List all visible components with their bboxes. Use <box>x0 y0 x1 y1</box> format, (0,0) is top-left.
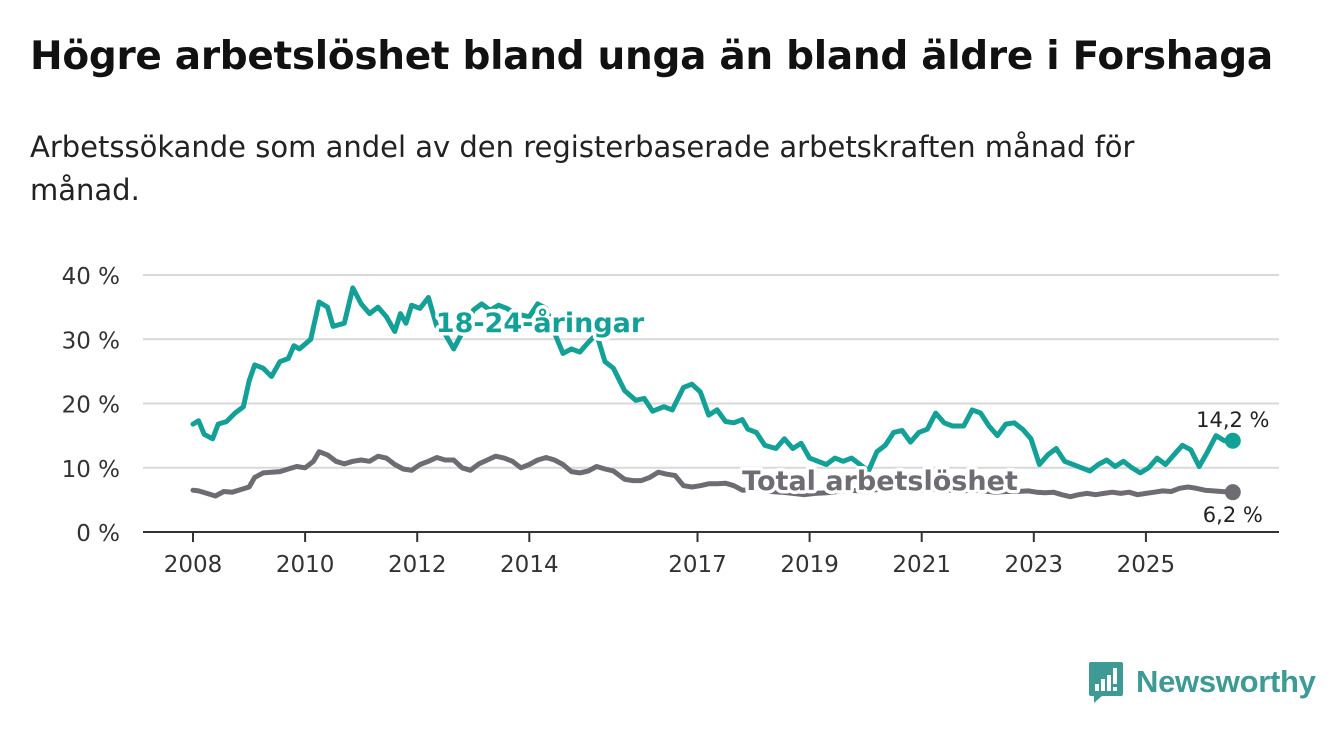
series-labels: 18-24-åringar Total arbetslöshet 14,2 % 6,2… <box>432 304 1272 530</box>
x-axis: 2008 2010 2012 2014 2017 2019 2021 2023 2025 <box>143 531 1279 578</box>
x-tick-label: 2023 <box>1005 552 1064 578</box>
youth-end-value-label: 14,2 % <box>1196 408 1269 432</box>
newsworthy-logo: Newsworthy <box>1088 660 1316 704</box>
y-axis-tick-labels: 0 % 10 % 20 % 30 % 40 % <box>62 264 120 547</box>
x-tick-label: 2025 <box>1117 552 1176 578</box>
y-tick-label: 20 % <box>62 393 120 419</box>
x-tick-label: 2010 <box>276 552 335 578</box>
chart-subtitle: Arbetssökande som andel av den registerb… <box>30 130 1135 207</box>
brand-name: Newsworthy <box>1136 664 1316 699</box>
total-series-label: Total arbetslöshet <box>742 466 1018 497</box>
x-tick-label: 2019 <box>780 552 839 578</box>
y-tick-label: 0 % <box>76 521 120 547</box>
series-lines <box>190 285 1241 501</box>
total-end-value-label: 6,2 % <box>1203 503 1263 527</box>
gridlines <box>143 274 1279 469</box>
x-tick-label: 2021 <box>892 552 951 578</box>
newsworthy-logo-icon <box>1089 662 1123 703</box>
y-tick-label: 40 % <box>62 264 120 290</box>
youth-series-line <box>190 285 1236 476</box>
total-series-line <box>190 449 1236 500</box>
x-tick-label: 2014 <box>500 552 559 578</box>
y-tick-label: 10 % <box>62 457 120 483</box>
youth-series-label: 18-24-åringar <box>436 307 645 339</box>
x-tick-label: 2012 <box>388 552 447 578</box>
total-end-marker <box>1224 484 1241 501</box>
y-tick-label: 30 % <box>62 328 120 354</box>
x-tick-label: 2008 <box>164 552 223 578</box>
chart-title: Högre arbetslöshet bland unga än bland ä… <box>30 34 1273 79</box>
youth-end-marker <box>1224 432 1241 449</box>
x-tick-label: 2017 <box>668 552 727 578</box>
